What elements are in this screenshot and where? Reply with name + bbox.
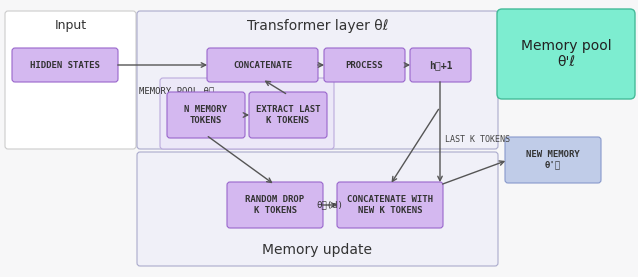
Text: NEW MEMORY
θ'ℓ: NEW MEMORY θ'ℓ [526,150,580,170]
FancyBboxPatch shape [160,78,334,149]
FancyBboxPatch shape [167,92,245,138]
Text: CONCATENATE WITH
NEW K TOKENS: CONCATENATE WITH NEW K TOKENS [347,195,433,215]
Text: EXTRACT LAST
K TOKENS: EXTRACT LAST K TOKENS [256,105,320,125]
Text: N MEMORY
TOKENS: N MEMORY TOKENS [184,105,228,125]
FancyBboxPatch shape [497,9,635,99]
Text: HIDDEN STATES: HIDDEN STATES [30,60,100,70]
FancyBboxPatch shape [137,11,498,149]
Text: Memory pool
θ'ℓ: Memory pool θ'ℓ [521,39,611,69]
FancyBboxPatch shape [227,182,323,228]
FancyBboxPatch shape [249,92,327,138]
FancyBboxPatch shape [207,48,318,82]
Text: Input: Input [54,19,87,32]
Text: Transformer layer θℓ: Transformer layer θℓ [247,19,389,33]
Text: θℓ(d): θℓ(d) [316,200,343,209]
Text: Memory update: Memory update [262,243,373,257]
Text: MEMORY POOL θℓ: MEMORY POOL θℓ [139,86,214,95]
Text: hℓ+1: hℓ+1 [429,60,452,70]
FancyBboxPatch shape [410,48,471,82]
FancyBboxPatch shape [137,152,498,266]
Text: PROCESS: PROCESS [346,60,383,70]
Text: LAST K TOKENS: LAST K TOKENS [445,135,510,145]
FancyBboxPatch shape [337,182,443,228]
Text: CONCATENATE: CONCATENATE [233,60,292,70]
Text: RANDOM DROP
K TOKENS: RANDOM DROP K TOKENS [246,195,304,215]
FancyBboxPatch shape [324,48,405,82]
FancyBboxPatch shape [12,48,118,82]
FancyBboxPatch shape [505,137,601,183]
FancyBboxPatch shape [5,11,136,149]
